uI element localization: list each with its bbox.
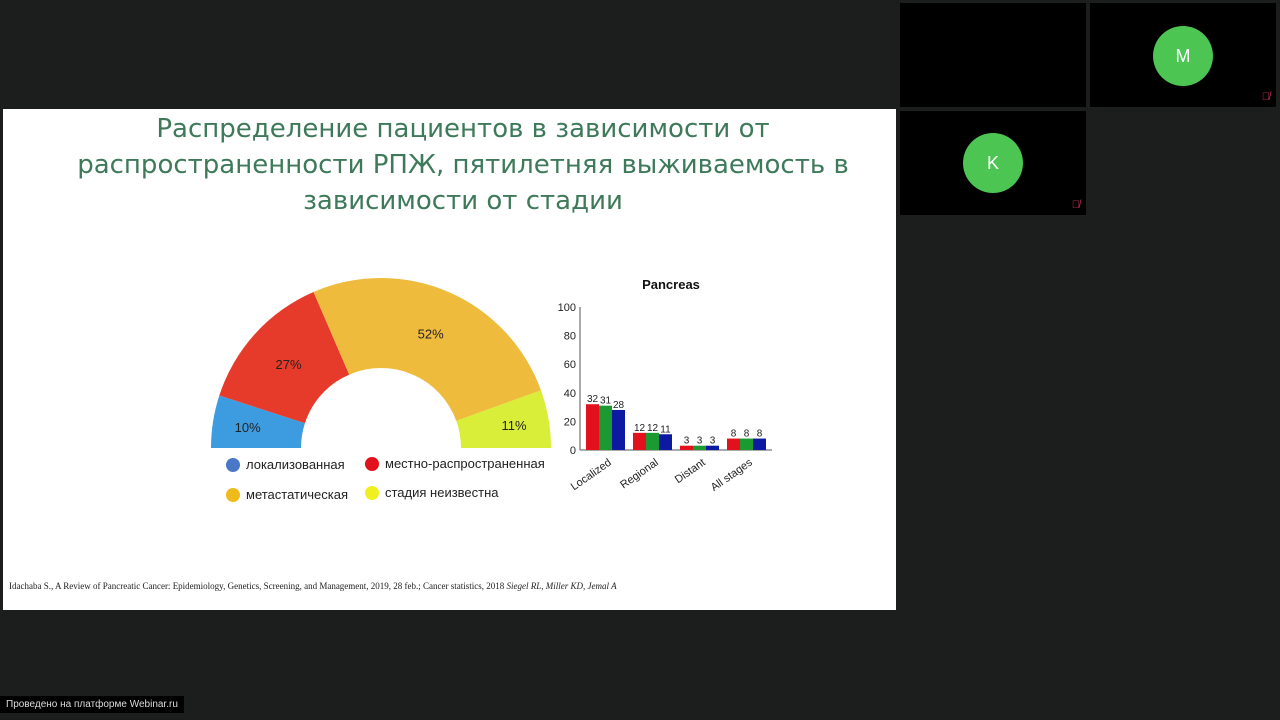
bar-value-label: 3 [697, 436, 703, 447]
bar-value-label: 28 [613, 400, 625, 411]
bar [646, 432, 659, 450]
legend-item: местно-распространенная [365, 456, 545, 471]
bar-value-label: 3 [710, 436, 716, 447]
bar-value-label: 32 [587, 394, 599, 405]
donut-slice [313, 278, 541, 421]
mic-muted-icon: 🎙̸ [1261, 91, 1270, 103]
slice-label: 11% [501, 418, 526, 433]
legend-dot [226, 487, 240, 502]
x-tick-label: Distant [673, 457, 708, 486]
legend-label: местно-распространенная [385, 456, 545, 471]
video-tile-empty [900, 3, 1086, 107]
legend-item: стадия неизвестна [365, 485, 499, 500]
bar-value-label: 12 [634, 423, 646, 434]
platform-footer: Проведено на платформе Webinar.ru [0, 696, 184, 713]
legend-item: локализованная [226, 457, 345, 472]
bar [680, 445, 693, 450]
y-tick-label: 80 [564, 331, 576, 343]
y-tick-label: 0 [570, 445, 576, 457]
bar-value-label: 3 [684, 436, 690, 447]
legend-dot [226, 457, 240, 472]
avatar: K [963, 133, 1023, 193]
bar-value-label: 12 [647, 423, 659, 434]
legend-label: метастатическая [246, 487, 348, 502]
bar [740, 438, 753, 450]
slide-title: Распределение пациентов в зависимости от… [3, 111, 923, 219]
legend-dot [365, 456, 379, 471]
slice-label: 52% [418, 326, 444, 341]
title-line: Распределение пациентов в зависимости от [156, 114, 770, 144]
video-tile-k[interactable]: K 🎙̸ [900, 111, 1086, 215]
bar-chart-title: Pancreas [642, 277, 700, 292]
bar [753, 438, 766, 450]
avatar: M [1153, 26, 1213, 86]
legend-label: стадия неизвестна [385, 485, 499, 500]
donut-slice [456, 390, 551, 448]
bar [586, 404, 599, 450]
bar [706, 445, 719, 450]
y-tick-label: 100 [558, 302, 576, 314]
bar-value-label: 31 [600, 396, 612, 407]
title-line: зависимости от стадии [303, 186, 623, 216]
y-tick-label: 20 [564, 416, 576, 428]
donut-slice [211, 395, 305, 448]
bar [659, 434, 672, 450]
mic-muted-icon: 🎙̸ [1071, 199, 1080, 211]
slice-label: 10% [235, 420, 261, 435]
bar-value-label: 8 [731, 429, 737, 440]
bar [612, 409, 625, 450]
citation: Idachaba S., A Review of Pancreatic Canc… [9, 581, 617, 591]
bar [599, 405, 612, 450]
x-tick-label: All stages [709, 456, 755, 493]
y-tick-label: 40 [564, 388, 576, 400]
legend-label: локализованная [246, 457, 345, 472]
video-tile-m[interactable]: M 🎙̸ [1090, 3, 1276, 107]
donut-slice [219, 291, 350, 424]
bar-value-label: 11 [660, 424, 671, 435]
y-tick-label: 60 [564, 359, 576, 371]
bar-value-label: 8 [757, 429, 763, 440]
legend-dot [365, 485, 379, 500]
bar-value-label: 8 [744, 429, 750, 440]
bar [693, 445, 706, 450]
x-tick-label: Localized [569, 457, 614, 493]
title-line: распространенности РПЖ, пятилетняя выжив… [77, 150, 849, 180]
slice-label: 27% [276, 357, 302, 372]
presentation-slide: Распределение пациентов в зависимости от… [3, 109, 896, 610]
x-tick-label: Regional [618, 457, 660, 492]
bar [633, 432, 646, 450]
legend-item: метастатическая [226, 487, 348, 502]
bar [727, 438, 740, 450]
